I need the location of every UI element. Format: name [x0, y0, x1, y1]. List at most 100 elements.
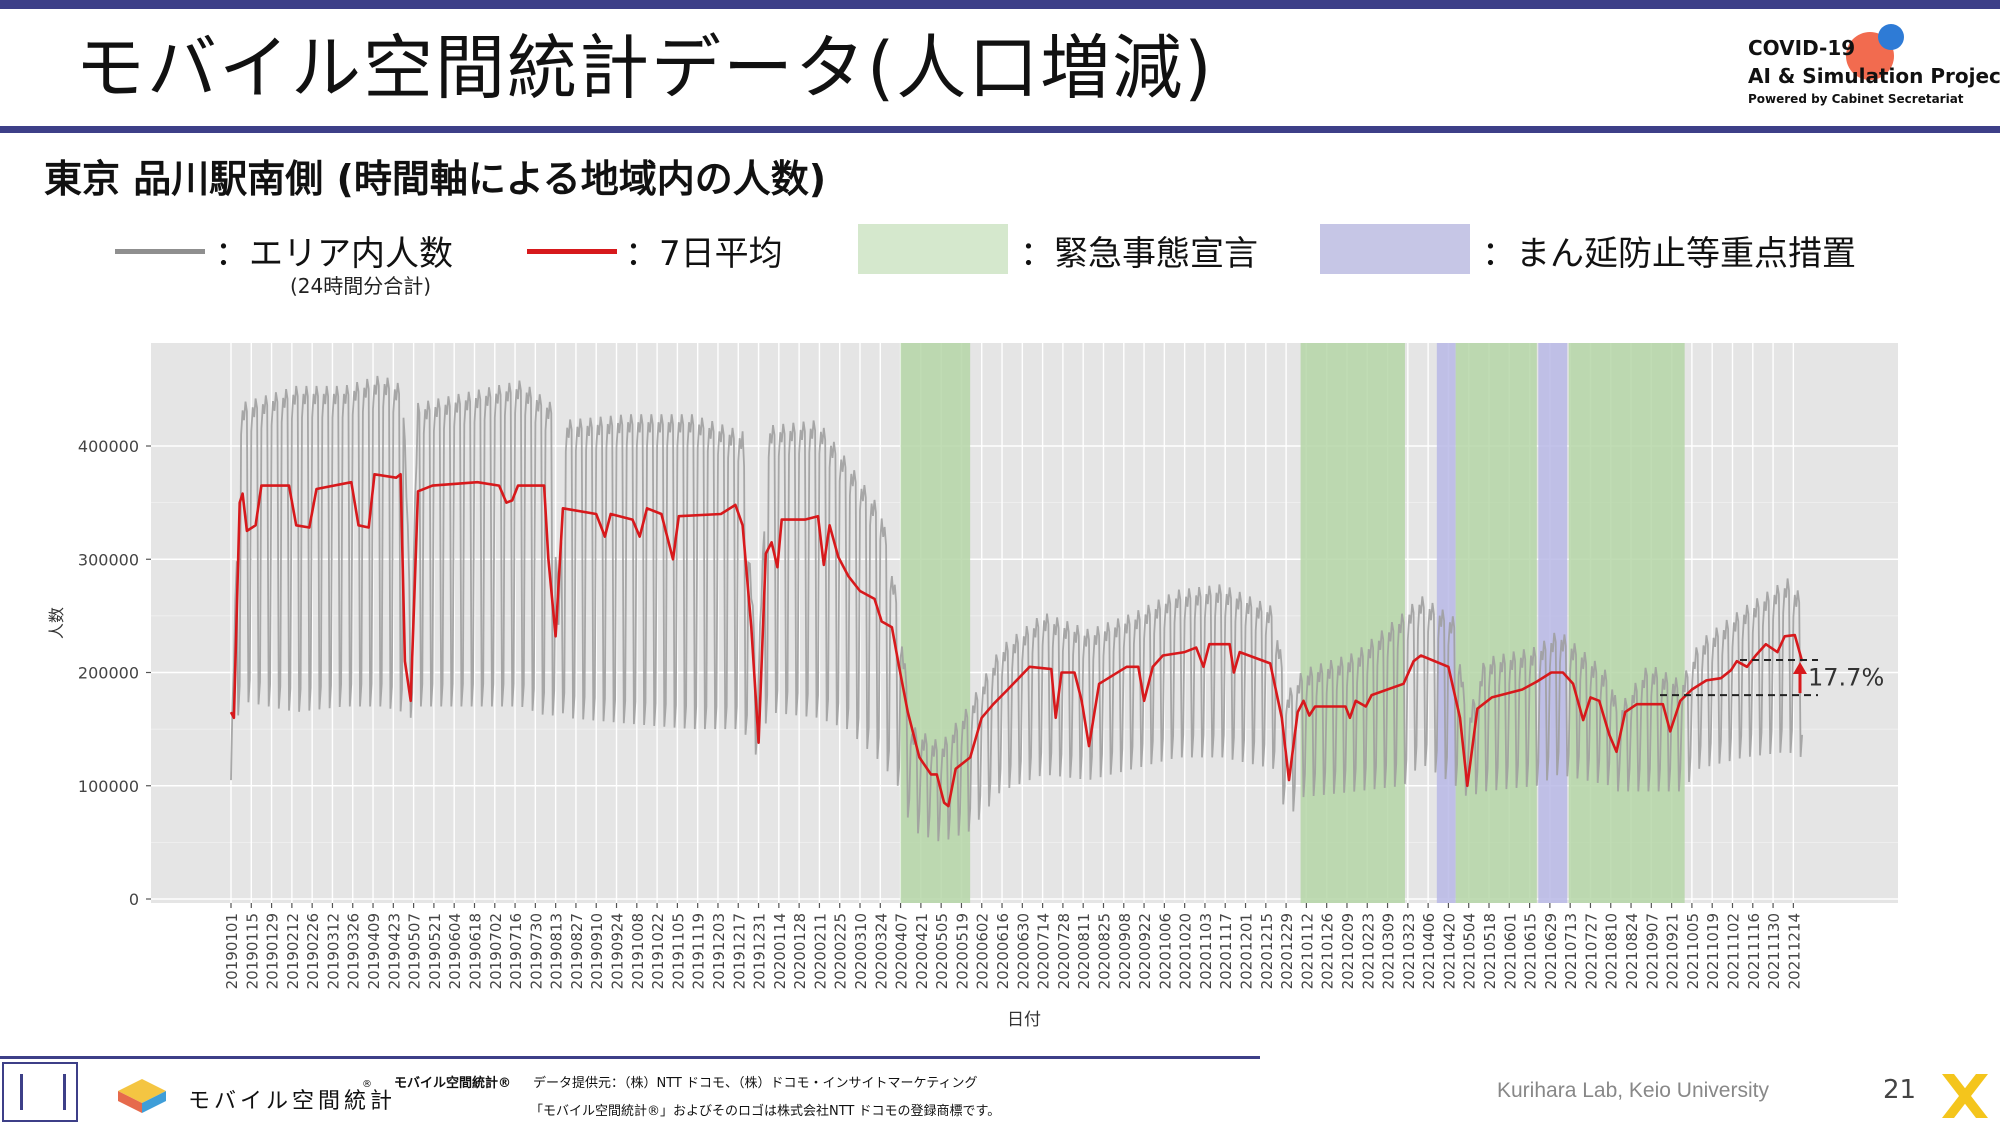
raw-series: [230, 375, 1803, 842]
x-tick-label: 20210126: [1319, 913, 1337, 989]
legend-emergency-swatch: [858, 224, 1008, 274]
x-tick-label: 20190129: [264, 913, 282, 989]
x-tick-label: 20210810: [1603, 913, 1621, 989]
x-tick-label: 20210323: [1400, 913, 1418, 989]
y-tick-label: 0: [129, 890, 139, 909]
x-tick-label: 20190212: [284, 913, 302, 989]
change-annotation: 17.7%: [1660, 659, 1884, 697]
x-tick-label: 20200602: [974, 913, 992, 989]
y-axis-label: 人数: [47, 607, 66, 639]
lab-logo-mark: [20, 1074, 66, 1110]
x-tick-label: 20211130: [1765, 913, 1783, 989]
x-tick-label: 20200324: [872, 913, 890, 989]
quasi-period: [1436, 343, 1456, 903]
x-tick-label: 20190507: [406, 913, 424, 989]
mobile-stats-brand-mark: ®: [362, 1079, 372, 1090]
x-tick-label: 20201103: [1197, 913, 1215, 989]
top-accent-bar: [0, 0, 2000, 9]
x-tick-label: 20190326: [345, 913, 363, 989]
x-logo-icon: [1938, 1070, 1992, 1122]
x-tick-label: 20210112: [1298, 913, 1316, 989]
x-tick-label: 20190730: [527, 913, 545, 989]
x-tick-label: 20211005: [1684, 913, 1702, 989]
avg-series-line: [229, 472, 1804, 808]
x-tick-label: 20200908: [1116, 913, 1134, 989]
x-tick-label: 20200616: [994, 913, 1012, 989]
x-tick-label: 20210601: [1501, 913, 1519, 989]
x-tick-label: 20200728: [1055, 913, 1073, 989]
x-tick-label: 20201020: [1177, 913, 1195, 989]
x-tick-label: 20211116: [1745, 913, 1763, 989]
x-tick-label: 20200505: [933, 913, 951, 989]
shaded-periods: [900, 343, 1685, 903]
x-tick-label: 20211214: [1785, 913, 1803, 989]
x-tick-label: 20191022: [649, 913, 667, 989]
x-tick-label: 20191119: [690, 913, 708, 989]
footer-divider: [0, 1056, 1260, 1059]
x-tick-label: 20200114: [771, 913, 789, 989]
y-tick-label: 200000: [78, 664, 139, 683]
lab-logo: [2, 1062, 78, 1122]
mobile-stats-logo: モバイル空間統計 ®: [112, 1075, 392, 1115]
x-tick-label: 20200128: [791, 913, 809, 989]
x-tick-label: 20200811: [1075, 913, 1093, 989]
x-tick-label: 20200922: [1136, 913, 1154, 989]
logo-line-3: Powered by Cabinet Secretariat: [1748, 92, 1964, 106]
x-tick-label: 20190702: [487, 913, 505, 989]
y-tick-label: 300000: [78, 550, 139, 569]
x-tick-label: 20190716: [507, 913, 525, 989]
provider-label: モバイル空間統計®: [394, 1076, 512, 1091]
x-tick-label: 20210504: [1461, 913, 1479, 989]
x-tick-label: 20211019: [1704, 913, 1722, 989]
page-title: モバイル空間統計データ(人口増減): [75, 27, 1214, 109]
x-tick-label: 20200225: [832, 913, 850, 989]
x-tick-label: 20201229: [1278, 913, 1296, 989]
x-tick-label: 20201215: [1258, 913, 1276, 989]
x-tick-label: 20210518: [1481, 913, 1499, 989]
legend-quasi-label: ：まん延防止等重点措置: [1482, 234, 1856, 274]
logo-line-2: AI & Simulation Project: [1748, 64, 2000, 88]
x-tick-label: 20200407: [893, 913, 911, 989]
y-tick-label: 100000: [78, 777, 139, 796]
x-tick-label: 20190409: [365, 913, 383, 989]
x-tick-label: 20210209: [1339, 913, 1357, 989]
x-tick-label: 20210824: [1623, 913, 1641, 989]
x-tick-label: 20190312: [324, 913, 342, 989]
x-tick-label: 20191203: [710, 913, 728, 989]
x-tick-label: 20210907: [1643, 913, 1661, 989]
legend-avg-label: ：7日平均: [625, 234, 783, 274]
x-tick-label: 20201006: [1156, 913, 1174, 989]
x-tick-label: 20200825: [1095, 913, 1113, 989]
x-tick-label: 20200519: [953, 913, 971, 989]
x-tick-label: 20191217: [730, 913, 748, 989]
legend-emergency-label: ：緊急事態宣言: [1020, 234, 1258, 274]
x-tick-label: 20210309: [1380, 913, 1398, 989]
x-tick-label: 20200310: [852, 913, 870, 989]
legend-quasi-swatch: [1320, 224, 1470, 274]
covid-project-logo: COVID-19 AI & Simulation Project Powered…: [1748, 24, 2000, 114]
x-tick-label: 20200211: [811, 913, 829, 989]
x-tick-label: 20200421: [913, 913, 931, 989]
legend-avg-swatch: [527, 249, 617, 254]
credit: Kurihara Lab, Keio University: [1497, 1079, 1769, 1102]
emergency-period: [1568, 343, 1685, 903]
x-tick-label: 20190924: [609, 913, 627, 989]
annotation-arrow-head: [1793, 662, 1807, 675]
x-tick-label: 20190226: [304, 913, 322, 989]
x-tick-label: 20191008: [629, 913, 647, 989]
cube-icon: [118, 1079, 166, 1113]
chart-subtitle: 東京 品川駅南側 (時間軸による地域内の人数): [44, 157, 827, 201]
y-axis: 0 100000 200000 300000 400000: [78, 437, 151, 909]
avg-series: [229, 472, 1804, 808]
x-tick-label: 20191105: [669, 913, 687, 989]
y-tick-label: 400000: [78, 437, 139, 456]
x-tick-label: 20200714: [1035, 913, 1053, 989]
x-tick-label: 20210615: [1522, 913, 1540, 989]
x-tick-label: 20201117: [1217, 913, 1235, 989]
x-axis: 20190101 20190115 20190129 20190212 20190226…: [223, 903, 1803, 989]
trademark-text: 「モバイル空間統計®」およびそのロゴは株式会社NTT ドコモの登録商標です。: [530, 1104, 1001, 1119]
x-tick-label: 20210406: [1420, 913, 1438, 989]
mobile-stats-brand: モバイル空間統計: [188, 1089, 397, 1114]
page-number: 21: [1883, 1075, 1917, 1105]
